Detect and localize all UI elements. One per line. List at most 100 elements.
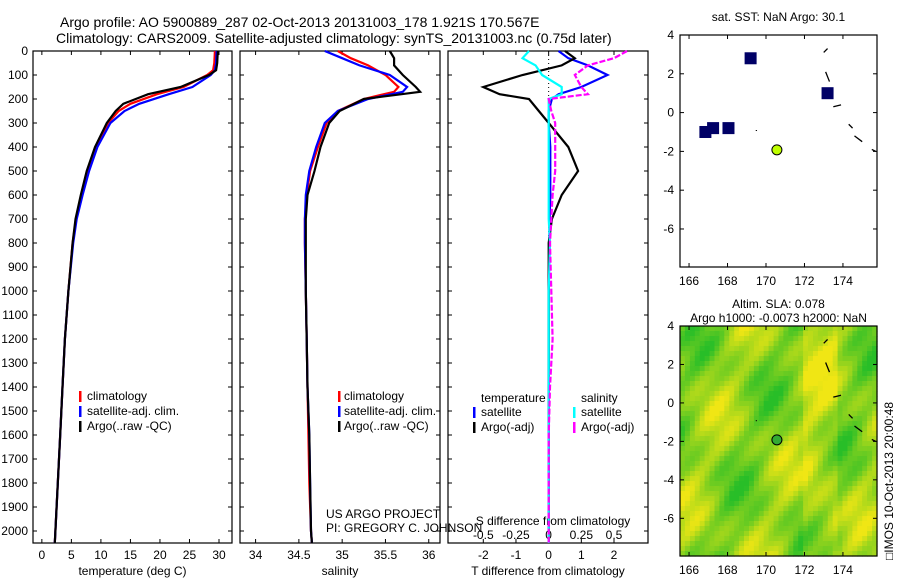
sla-cell	[749, 356, 755, 362]
sla-cell	[744, 461, 750, 467]
sla-cell	[862, 466, 868, 472]
sla-cell	[813, 481, 819, 487]
sla-cell	[694, 416, 701, 422]
sla-cell	[842, 471, 848, 477]
sla-cell	[813, 501, 819, 507]
sla-cell	[847, 336, 853, 342]
sla-cell	[778, 356, 784, 362]
sla-cell	[832, 486, 839, 492]
sla-cell	[783, 411, 789, 417]
sla-cell	[837, 501, 844, 507]
sla-cell	[709, 406, 715, 412]
sla-cell	[734, 451, 740, 457]
sla-cell	[803, 486, 809, 492]
y-tick-label: 600	[8, 188, 28, 202]
sla-cell	[699, 436, 706, 442]
sla-cell	[817, 451, 824, 457]
sla-cell	[729, 461, 735, 467]
sla-cell	[817, 481, 824, 487]
sla-cell	[689, 456, 696, 462]
sla-cell	[813, 391, 819, 397]
sla-cell	[758, 371, 765, 377]
sla-cell	[724, 376, 730, 382]
sla-cell	[837, 546, 844, 552]
sla-cell	[699, 366, 706, 372]
sla-cell	[788, 346, 794, 352]
sla-cell	[852, 371, 858, 377]
sla-cell	[709, 326, 715, 332]
sla-cell	[744, 551, 750, 557]
y-tick-label: 1200	[1, 332, 28, 346]
sla-cell	[778, 491, 784, 497]
sla-cell	[714, 416, 720, 422]
sla-cell	[872, 461, 878, 467]
sla-cell	[798, 546, 804, 552]
sla-cell	[680, 491, 686, 497]
sla-cell	[788, 476, 794, 482]
sla-cell	[709, 381, 715, 387]
sla-cell	[734, 336, 740, 342]
sla-cell	[783, 351, 789, 357]
sla-cell	[852, 431, 858, 437]
sla-cell	[862, 331, 868, 337]
sla-cell	[783, 551, 789, 557]
sla-cell	[852, 446, 858, 452]
sla-cell	[763, 346, 770, 352]
sla-cell	[763, 416, 770, 422]
sla-cell	[862, 531, 868, 537]
sla-cell	[847, 376, 853, 382]
sla-cell	[827, 361, 834, 367]
sla-cell	[704, 406, 711, 412]
sla-cell	[788, 416, 794, 422]
sla-cell	[817, 461, 824, 467]
sla-cell	[857, 421, 863, 427]
title-line-1: Argo profile: AO 5900889_287 02-Oct-2013…	[60, 14, 540, 30]
sla-cell	[684, 531, 691, 537]
sla-cell	[749, 531, 755, 537]
sla-cell	[862, 376, 868, 382]
sla-cell	[704, 461, 711, 467]
sla-cell	[753, 496, 760, 502]
sla-cell	[773, 396, 780, 402]
sla-cell	[758, 396, 765, 402]
sla-cell	[783, 451, 789, 457]
sla-cell	[867, 451, 873, 457]
sla-cell	[719, 481, 725, 487]
sla-cell	[788, 336, 794, 342]
sla-cell	[788, 461, 794, 467]
sla-cell	[724, 496, 730, 502]
sla-cell	[734, 416, 740, 422]
sla-cell	[699, 501, 706, 507]
coastline	[833, 394, 842, 398]
sla-cell	[709, 331, 715, 337]
sla-cell	[763, 471, 770, 477]
sla-cell	[753, 396, 760, 402]
sla-cell	[808, 511, 814, 517]
sla-cell	[808, 366, 814, 372]
sla-cell	[704, 541, 711, 547]
sla-cell	[783, 441, 789, 447]
sla-cell	[803, 346, 809, 352]
sla-cell	[729, 436, 735, 442]
sla-cell	[822, 386, 829, 392]
sla-cell	[808, 381, 814, 387]
sla-cell	[714, 351, 720, 357]
sla-cell	[768, 476, 775, 482]
sla-cell	[763, 541, 770, 547]
sla-cell	[867, 456, 873, 462]
sla-cell	[684, 506, 691, 512]
sla-cell	[847, 456, 853, 462]
sla-cell	[734, 476, 740, 482]
sla-cell	[817, 381, 824, 387]
sla-cell	[847, 521, 853, 527]
sla-cell	[872, 401, 878, 407]
sla-cell	[714, 491, 720, 497]
sla-cell	[822, 381, 829, 387]
sla-cell	[872, 546, 878, 552]
sla-cell	[763, 446, 770, 452]
sla-cell	[862, 336, 868, 342]
sla-cell	[734, 521, 740, 527]
sla-cell	[753, 341, 760, 347]
sla-cell	[773, 381, 780, 387]
sla-cell	[832, 506, 839, 512]
